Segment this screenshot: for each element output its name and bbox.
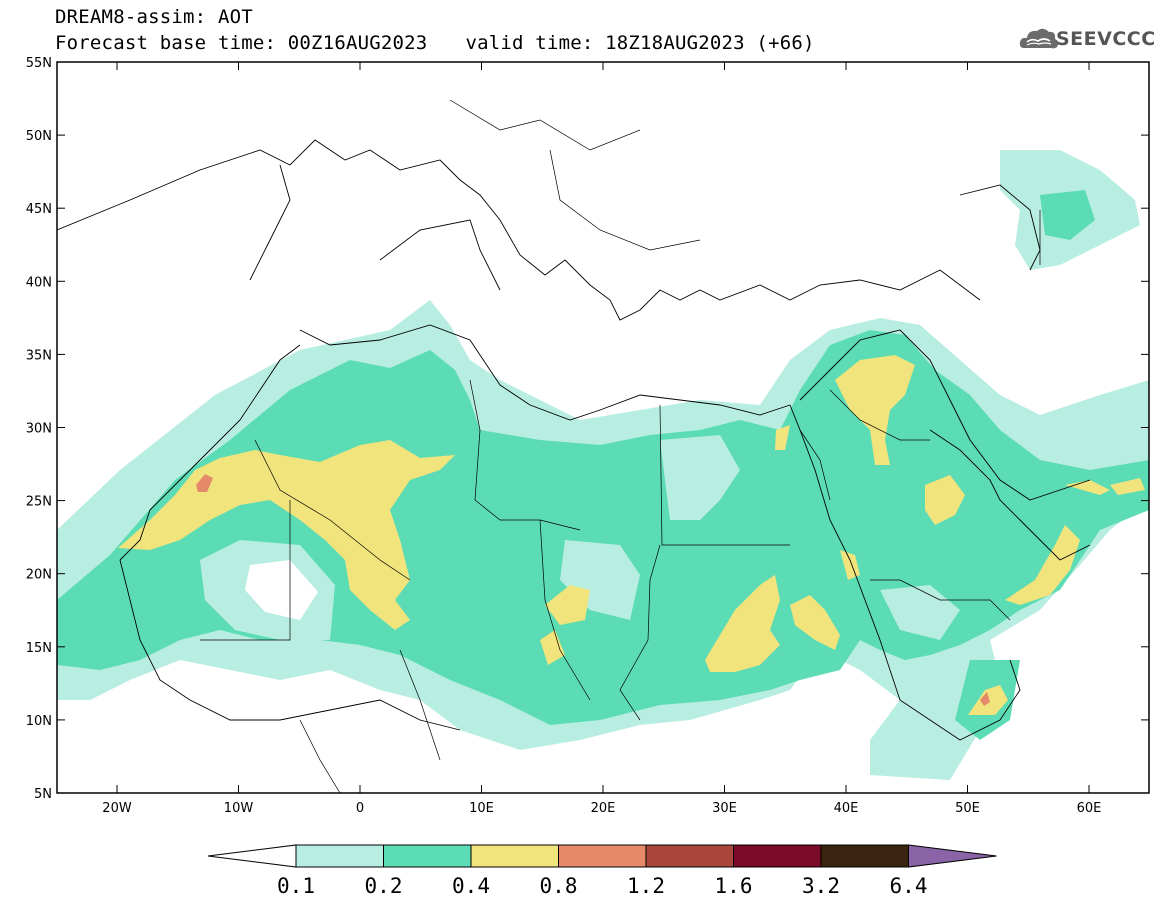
- lon-tick-label: 10E: [469, 801, 494, 816]
- lat-tick-label: 35N: [26, 348, 52, 363]
- colorbar-label: 6.4: [890, 874, 928, 898]
- aot-clear-inner: [245, 560, 318, 620]
- lat-tick-label: 5N: [34, 787, 52, 802]
- aot-band-0-8: [196, 474, 990, 706]
- lon-tick-label: 20E: [591, 801, 616, 816]
- lat-tick-label: 25N: [26, 495, 52, 510]
- aot-fields: [57, 150, 1149, 780]
- colorbar-segment: [820, 844, 909, 868]
- lon-tick-label: 50E: [955, 801, 980, 816]
- chart-title: DREAM8-assim: AOT: [55, 6, 253, 28]
- logo-text: SEEVCCC: [1056, 28, 1156, 50]
- lat-tick-label: 15N: [26, 641, 52, 656]
- lon-tick-label: 20W: [102, 801, 132, 816]
- lat-tick-label: 50N: [26, 129, 52, 144]
- lat-tick-label: 40N: [26, 275, 52, 290]
- lat-tick-label: 55N: [26, 56, 52, 71]
- colorbar-segment: [733, 844, 822, 868]
- coastlines: [57, 139, 1091, 741]
- lon-tick-label: 40E: [834, 801, 859, 816]
- colorbar-label: 1.6: [715, 874, 753, 898]
- lat-tick-label: 30N: [26, 422, 52, 437]
- lat-tick-label: 45N: [26, 202, 52, 217]
- lon-tick-label: 30E: [712, 801, 737, 816]
- longitude-axis: 20W 10W 0 10E 20E 30E 40E 50E 60E: [102, 62, 1101, 816]
- colorbar-segment: [558, 844, 647, 868]
- colorbar-label: 0.1: [277, 874, 315, 898]
- lat-tick-label: 20N: [26, 568, 52, 583]
- colorbar-label: 1.2: [627, 874, 665, 898]
- colorbar: 0.1 0.2 0.4 0.8 1.2 1.6 3.2 6.4: [207, 844, 997, 898]
- colorbar-label: 3.2: [802, 874, 840, 898]
- colorbar-label: 0.2: [365, 874, 403, 898]
- cloud-logo-icon: [1019, 28, 1059, 49]
- valid-time: valid time: 18Z18AUG2023 (+66): [465, 32, 815, 54]
- lon-tick-label: 0: [356, 801, 364, 816]
- colorbar-segment: [470, 844, 559, 868]
- lat-tick-label: 10N: [26, 714, 52, 729]
- latitude-axis: 55N 50N 45N 40N 35N 30N 25N 20N 15N 10N 5N: [26, 56, 1149, 802]
- lon-tick-label: 60E: [1077, 801, 1102, 816]
- forecast-times: Forecast base time: 00Z16AUG2023 valid ti…: [55, 32, 815, 54]
- colorbar-segment: [645, 844, 734, 868]
- colorbar-label: 0.4: [452, 874, 490, 898]
- colorbar-left-arrow: [207, 844, 297, 868]
- colorbar-right-arrow: [908, 844, 997, 868]
- colorbar-segment: [383, 844, 472, 868]
- lon-tick-label: 10W: [224, 801, 254, 816]
- colorbar-label: 0.8: [540, 874, 578, 898]
- country-borders: [200, 99, 1041, 793]
- colorbar-segment: [295, 844, 384, 868]
- base-time: Forecast base time: 00Z16AUG2023: [55, 32, 428, 54]
